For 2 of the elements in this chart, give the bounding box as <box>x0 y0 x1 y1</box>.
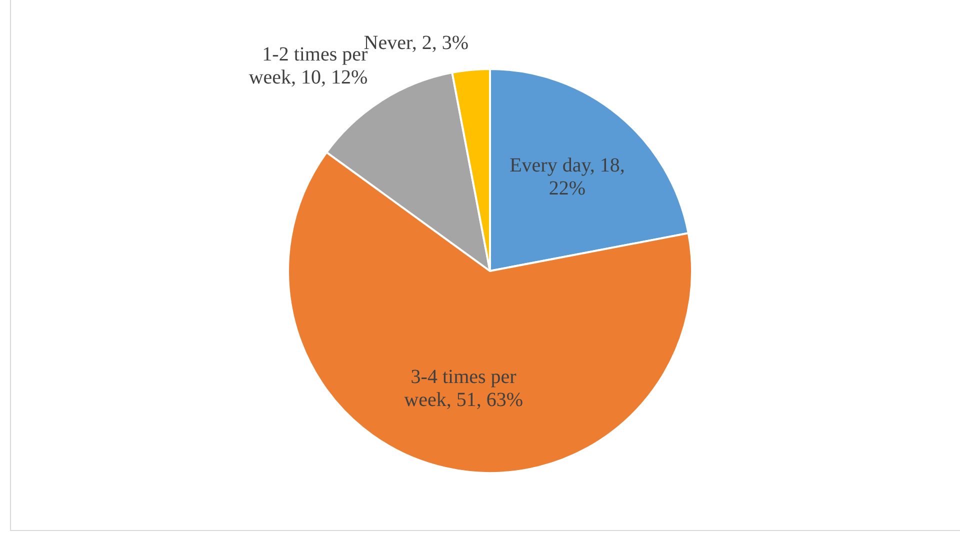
slice-label: 3-4 times per week, 51, 63% <box>404 366 523 412</box>
slice-label: Every day, 18, 22% <box>510 154 625 200</box>
